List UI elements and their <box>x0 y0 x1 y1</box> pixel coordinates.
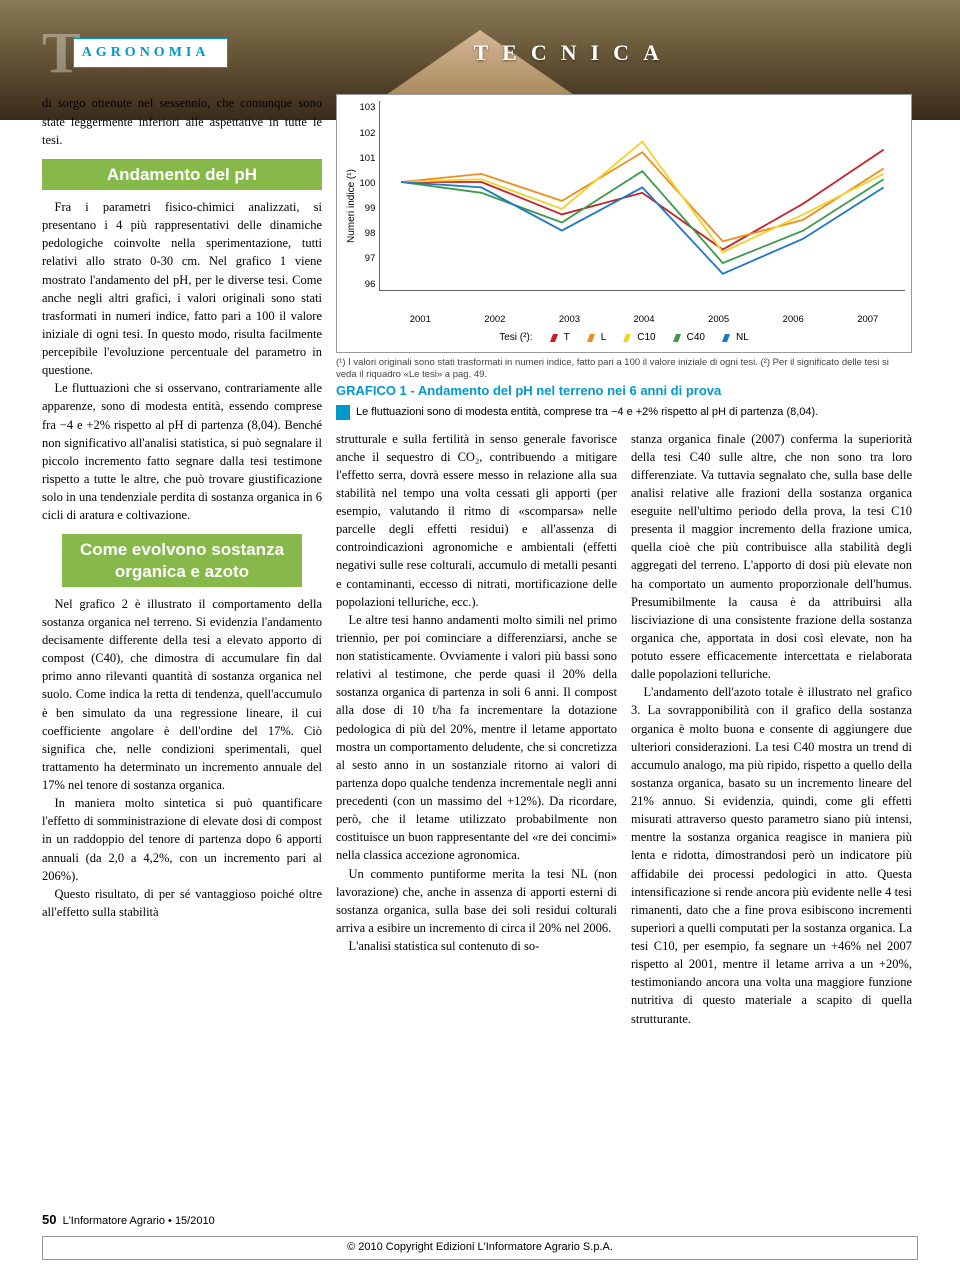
issue-number: 15/2010 <box>175 1215 215 1227</box>
chart-grafico-1: Numeri indice (¹) 10310210110099989796 2… <box>336 94 912 419</box>
copyright-notice: © 2010 Copyright Edizioni L'Informatore … <box>42 1236 918 1260</box>
body-text: Le altre tesi hanno andamenti molto simi… <box>336 611 617 865</box>
y-axis-ticks: 10310210110099989796 <box>360 101 380 291</box>
subhead-ph: Andamento del pH <box>42 159 322 190</box>
body-text: Nel grafico 2 è illustrato il comportame… <box>42 595 322 794</box>
column-1: di sorgo ottenute nel sessennio, che com… <box>42 94 322 1027</box>
y-axis-title: Numeri indice (¹) <box>343 101 360 311</box>
section-title: TECNICA <box>228 37 918 69</box>
body-text: Un commento puntiforme merita la tesi NL… <box>336 865 617 938</box>
column-3: stanza organica finale (2007) conferma l… <box>631 430 912 1028</box>
chart-frame: Numeri indice (¹) 10310210110099989796 2… <box>336 94 912 352</box>
section-label: AGRONOMIA <box>73 38 229 68</box>
page-footer: 50 L'Informatore Agrario • 15/2010 © 201… <box>42 1211 918 1260</box>
column-right-wrapper: Numeri indice (¹) 10310210110099989796 2… <box>336 94 912 1027</box>
page-number: 50 <box>42 1212 56 1227</box>
body-text: In maniera molto sintetica si può quanti… <box>42 794 322 885</box>
page-header: T AGRONOMIA TECNICA <box>42 30 918 76</box>
chart-description: Le fluttuazioni sono di modesta entità, … <box>336 405 912 419</box>
chart-title: GRAFICO 1 - Andamento del pH nel terreno… <box>336 382 912 401</box>
body-text: L'andamento dell'azoto totale è illustra… <box>631 683 912 1027</box>
columns-2-3: strutturale e sulla fertilità in senso g… <box>336 430 912 1028</box>
content-columns: di sorgo ottenute nel sessennio, che com… <box>42 94 918 1027</box>
x-axis-ticks: 2001200220032004200520062007 <box>343 311 905 327</box>
column-2: strutturale e sulla fertilità in senso g… <box>336 430 617 1028</box>
lead-paragraph: di sorgo ottenute nel sessennio, che com… <box>42 94 322 148</box>
subhead-organica: Come evolvono sostanza organica e azoto <box>62 534 302 587</box>
chart-plot-area: Numeri indice (¹) 10310210110099989796 <box>343 101 905 311</box>
chart-legend: Tesi (²):TLC10C40NL <box>343 331 905 346</box>
chart-lines-svg <box>380 101 905 290</box>
chart-plot <box>379 101 905 291</box>
body-text: L'analisi statistica sul contenuto di so… <box>336 937 617 955</box>
body-text: Fra i parametri fisico-chimici analizzat… <box>42 198 322 379</box>
body-text: stanza organica finale (2007) conferma l… <box>631 430 912 684</box>
publication-name: L'Informatore Agrario • <box>63 1215 172 1227</box>
chart-footnote: (¹) I valori originali sono stati trasfo… <box>336 357 912 381</box>
body-text: strutturale e sulla fertilità in senso g… <box>336 430 617 611</box>
page-number-line: 50 L'Informatore Agrario • 15/2010 <box>42 1211 918 1230</box>
body-text: Le fluttuazioni che si osservano, contra… <box>42 379 322 524</box>
body-text: Questo risultato, di per sé vantaggioso … <box>42 885 322 921</box>
